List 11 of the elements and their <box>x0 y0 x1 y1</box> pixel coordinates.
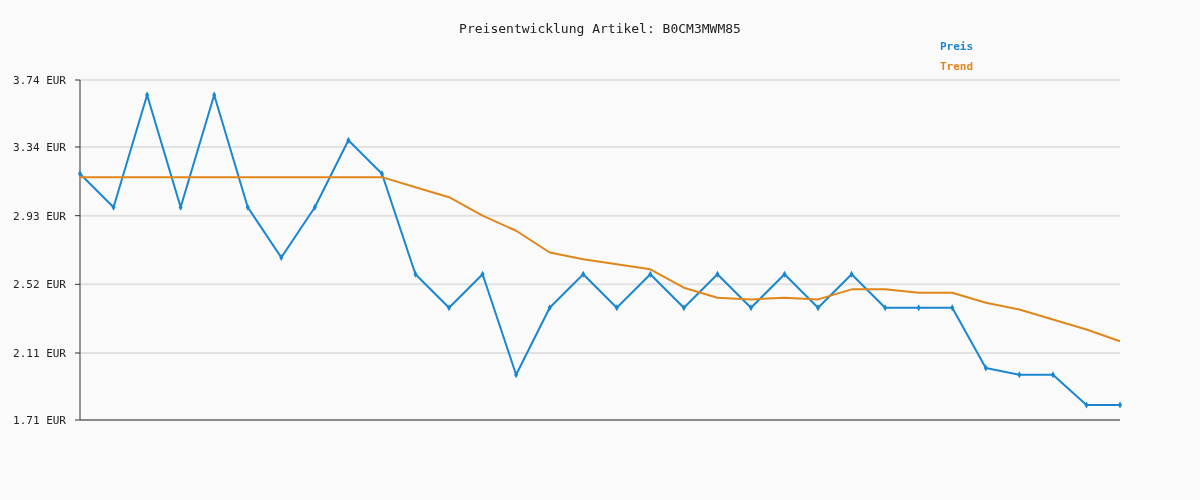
point <box>77 170 83 178</box>
point <box>1117 401 1123 409</box>
y-tick-label: 2.52 EUR <box>13 278 67 292</box>
y-tick-label: 2.11 EUR <box>13 346 67 360</box>
y-tick-label: 2.93 EUR <box>13 209 67 223</box>
chart-title: Preisentwicklung Artikel: B0CM3MWM85 <box>459 21 741 36</box>
text: Preis <box>940 40 974 53</box>
y-tick-label: 3.74 EUR <box>13 73 67 87</box>
text: Trend <box>940 60 974 73</box>
y-tick-label: 3.34 EUR <box>13 140 67 154</box>
y-tick-label: 1.71 EUR <box>13 413 67 427</box>
